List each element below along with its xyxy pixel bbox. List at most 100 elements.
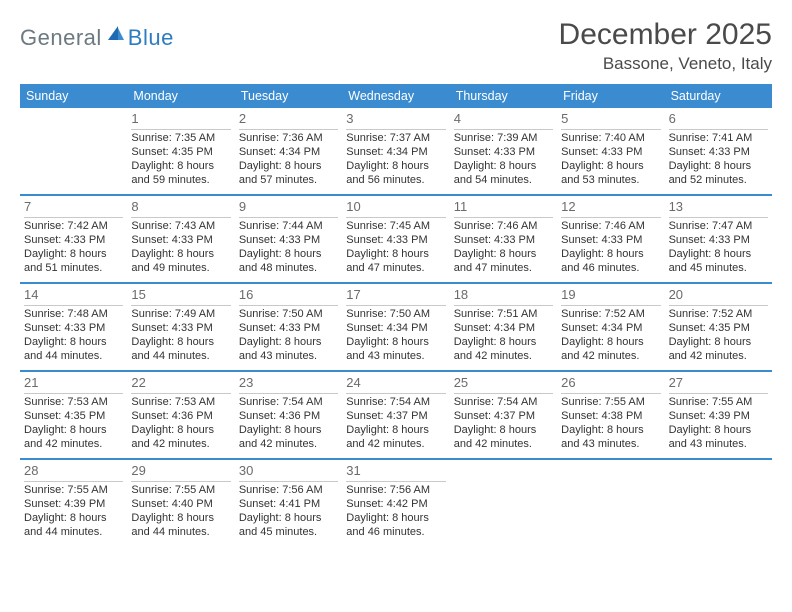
calendar-day-cell	[20, 108, 127, 194]
day-sun-details: Sunrise: 7:37 AM Sunset: 4:34 PM Dayligh…	[346, 131, 445, 187]
day-number: 26	[561, 375, 660, 394]
day-number: 29	[131, 463, 230, 482]
day-number: 6	[669, 111, 768, 130]
calendar-page: General Blue December 2025 Bassone, Vene…	[0, 0, 792, 556]
day-sun-details: Sunrise: 7:53 AM Sunset: 4:35 PM Dayligh…	[24, 395, 123, 451]
calendar-day-cell: 8Sunrise: 7:43 AM Sunset: 4:33 PM Daylig…	[127, 196, 234, 282]
sail-icon	[105, 24, 125, 47]
day-sun-details: Sunrise: 7:54 AM Sunset: 4:37 PM Dayligh…	[346, 395, 445, 451]
day-sun-details: Sunrise: 7:35 AM Sunset: 4:35 PM Dayligh…	[131, 131, 230, 187]
calendar-day-cell: 31Sunrise: 7:56 AM Sunset: 4:42 PM Dayli…	[342, 460, 449, 546]
day-sun-details: Sunrise: 7:48 AM Sunset: 4:33 PM Dayligh…	[24, 307, 123, 363]
calendar-week-row: 14Sunrise: 7:48 AM Sunset: 4:33 PM Dayli…	[20, 284, 772, 372]
day-sun-details: Sunrise: 7:42 AM Sunset: 4:33 PM Dayligh…	[24, 219, 123, 275]
weekday-header: Sunday	[20, 84, 127, 108]
day-number: 9	[239, 199, 338, 218]
day-sun-details: Sunrise: 7:53 AM Sunset: 4:36 PM Dayligh…	[131, 395, 230, 451]
day-sun-details: Sunrise: 7:46 AM Sunset: 4:33 PM Dayligh…	[454, 219, 553, 275]
day-number: 27	[669, 375, 768, 394]
day-sun-details: Sunrise: 7:49 AM Sunset: 4:33 PM Dayligh…	[131, 307, 230, 363]
calendar-day-cell: 21Sunrise: 7:53 AM Sunset: 4:35 PM Dayli…	[20, 372, 127, 458]
calendar-grid: SundayMondayTuesdayWednesdayThursdayFrid…	[20, 84, 772, 546]
weekday-header: Saturday	[665, 84, 772, 108]
calendar-day-cell: 14Sunrise: 7:48 AM Sunset: 4:33 PM Dayli…	[20, 284, 127, 370]
calendar-week-row: 7Sunrise: 7:42 AM Sunset: 4:33 PM Daylig…	[20, 196, 772, 284]
day-sun-details: Sunrise: 7:47 AM Sunset: 4:33 PM Dayligh…	[669, 219, 768, 275]
calendar-day-cell: 16Sunrise: 7:50 AM Sunset: 4:33 PM Dayli…	[235, 284, 342, 370]
title-block: December 2025 Bassone, Veneto, Italy	[559, 18, 772, 74]
calendar-day-cell: 15Sunrise: 7:49 AM Sunset: 4:33 PM Dayli…	[127, 284, 234, 370]
day-number	[561, 463, 660, 482]
day-sun-details: Sunrise: 7:52 AM Sunset: 4:34 PM Dayligh…	[561, 307, 660, 363]
calendar-day-cell: 22Sunrise: 7:53 AM Sunset: 4:36 PM Dayli…	[127, 372, 234, 458]
calendar-day-cell: 26Sunrise: 7:55 AM Sunset: 4:38 PM Dayli…	[557, 372, 664, 458]
calendar-week-row: 28Sunrise: 7:55 AM Sunset: 4:39 PM Dayli…	[20, 460, 772, 546]
calendar-day-cell	[665, 460, 772, 546]
day-sun-details: Sunrise: 7:40 AM Sunset: 4:33 PM Dayligh…	[561, 131, 660, 187]
weekday-header: Tuesday	[235, 84, 342, 108]
day-sun-details: Sunrise: 7:43 AM Sunset: 4:33 PM Dayligh…	[131, 219, 230, 275]
day-number: 3	[346, 111, 445, 130]
calendar-day-cell: 28Sunrise: 7:55 AM Sunset: 4:39 PM Dayli…	[20, 460, 127, 546]
calendar-day-cell: 19Sunrise: 7:52 AM Sunset: 4:34 PM Dayli…	[557, 284, 664, 370]
calendar-day-cell: 2Sunrise: 7:36 AM Sunset: 4:34 PM Daylig…	[235, 108, 342, 194]
day-number	[454, 463, 553, 482]
day-number: 4	[454, 111, 553, 130]
day-sun-details: Sunrise: 7:55 AM Sunset: 4:40 PM Dayligh…	[131, 483, 230, 539]
day-number	[24, 111, 123, 130]
calendar-day-cell: 4Sunrise: 7:39 AM Sunset: 4:33 PM Daylig…	[450, 108, 557, 194]
day-sun-details: Sunrise: 7:52 AM Sunset: 4:35 PM Dayligh…	[669, 307, 768, 363]
day-number: 1	[131, 111, 230, 130]
calendar-day-cell: 24Sunrise: 7:54 AM Sunset: 4:37 PM Dayli…	[342, 372, 449, 458]
day-number: 12	[561, 199, 660, 218]
page-title: December 2025	[559, 18, 772, 52]
day-number: 22	[131, 375, 230, 394]
day-sun-details: Sunrise: 7:56 AM Sunset: 4:41 PM Dayligh…	[239, 483, 338, 539]
day-number: 17	[346, 287, 445, 306]
calendar-day-cell: 17Sunrise: 7:50 AM Sunset: 4:34 PM Dayli…	[342, 284, 449, 370]
day-number	[669, 463, 768, 482]
day-number: 21	[24, 375, 123, 394]
day-number: 30	[239, 463, 338, 482]
logo-text-general: General	[20, 25, 102, 51]
day-sun-details: Sunrise: 7:55 AM Sunset: 4:38 PM Dayligh…	[561, 395, 660, 451]
calendar-day-cell: 11Sunrise: 7:46 AM Sunset: 4:33 PM Dayli…	[450, 196, 557, 282]
weekday-header: Thursday	[450, 84, 557, 108]
day-number: 25	[454, 375, 553, 394]
weekday-header: Wednesday	[342, 84, 449, 108]
calendar-day-cell: 6Sunrise: 7:41 AM Sunset: 4:33 PM Daylig…	[665, 108, 772, 194]
day-sun-details: Sunrise: 7:39 AM Sunset: 4:33 PM Dayligh…	[454, 131, 553, 187]
day-number: 11	[454, 199, 553, 218]
calendar-day-cell	[450, 460, 557, 546]
calendar-day-cell: 27Sunrise: 7:55 AM Sunset: 4:39 PM Dayli…	[665, 372, 772, 458]
day-sun-details: Sunrise: 7:55 AM Sunset: 4:39 PM Dayligh…	[669, 395, 768, 451]
day-sun-details: Sunrise: 7:45 AM Sunset: 4:33 PM Dayligh…	[346, 219, 445, 275]
day-sun-details: Sunrise: 7:54 AM Sunset: 4:36 PM Dayligh…	[239, 395, 338, 451]
day-number: 24	[346, 375, 445, 394]
day-number: 20	[669, 287, 768, 306]
page-subtitle: Bassone, Veneto, Italy	[559, 54, 772, 74]
calendar-day-cell: 3Sunrise: 7:37 AM Sunset: 4:34 PM Daylig…	[342, 108, 449, 194]
weekday-header: Monday	[127, 84, 234, 108]
calendar-day-cell	[557, 460, 664, 546]
day-number: 8	[131, 199, 230, 218]
day-sun-details: Sunrise: 7:44 AM Sunset: 4:33 PM Dayligh…	[239, 219, 338, 275]
day-number: 15	[131, 287, 230, 306]
day-sun-details: Sunrise: 7:56 AM Sunset: 4:42 PM Dayligh…	[346, 483, 445, 539]
day-sun-details: Sunrise: 7:41 AM Sunset: 4:33 PM Dayligh…	[669, 131, 768, 187]
day-number: 18	[454, 287, 553, 306]
day-number: 14	[24, 287, 123, 306]
calendar-day-cell: 12Sunrise: 7:46 AM Sunset: 4:33 PM Dayli…	[557, 196, 664, 282]
day-sun-details: Sunrise: 7:46 AM Sunset: 4:33 PM Dayligh…	[561, 219, 660, 275]
day-number: 23	[239, 375, 338, 394]
day-sun-details: Sunrise: 7:50 AM Sunset: 4:33 PM Dayligh…	[239, 307, 338, 363]
calendar-day-cell: 1Sunrise: 7:35 AM Sunset: 4:35 PM Daylig…	[127, 108, 234, 194]
day-number: 5	[561, 111, 660, 130]
day-sun-details: Sunrise: 7:36 AM Sunset: 4:34 PM Dayligh…	[239, 131, 338, 187]
calendar-day-cell: 7Sunrise: 7:42 AM Sunset: 4:33 PM Daylig…	[20, 196, 127, 282]
calendar-day-cell: 20Sunrise: 7:52 AM Sunset: 4:35 PM Dayli…	[665, 284, 772, 370]
calendar-day-cell: 18Sunrise: 7:51 AM Sunset: 4:34 PM Dayli…	[450, 284, 557, 370]
calendar-week-row: 1Sunrise: 7:35 AM Sunset: 4:35 PM Daylig…	[20, 108, 772, 196]
day-number: 10	[346, 199, 445, 218]
day-sun-details: Sunrise: 7:54 AM Sunset: 4:37 PM Dayligh…	[454, 395, 553, 451]
